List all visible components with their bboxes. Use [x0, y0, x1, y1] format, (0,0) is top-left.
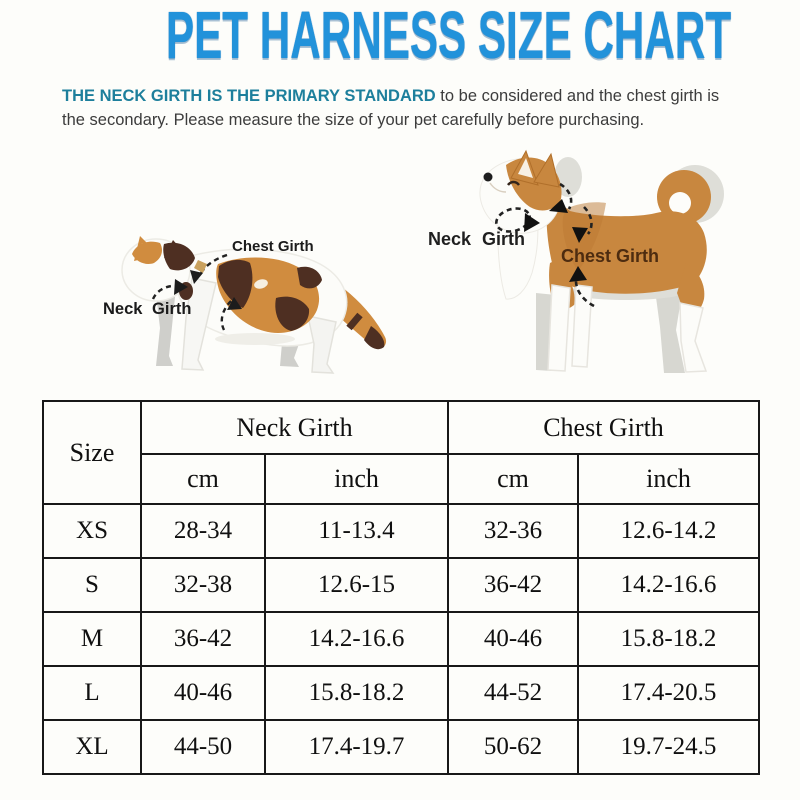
neck-cm-cell: 40-46 — [140, 665, 266, 721]
title-row: PET HARNESS SIZE CHART — [0, 0, 800, 73]
dog-chest-girth-label: Chest Girth — [561, 246, 659, 266]
dog-neck-girth-label: Neck Girth — [428, 229, 525, 249]
chest-girth-group-header: Chest Girth — [446, 400, 761, 455]
intro-highlight: THE NECK GIRTH IS THE PRIMARY STANDARD — [62, 87, 436, 105]
cat-neck-arrowhead — [174, 279, 188, 295]
neck-inch-cell: 15.8-18.2 — [264, 665, 449, 721]
neck-girth-group-header: Neck Girth — [140, 400, 449, 455]
dog-bottom-arrowhead — [569, 266, 587, 282]
cat-back-patch-brown-bottom — [275, 296, 310, 331]
neck-inch-cell: 14.2-16.6 — [264, 611, 449, 667]
cat-head-patch-orange — [132, 241, 162, 264]
size-column-header: Size — [42, 400, 142, 505]
dog-front-leg-2 — [571, 284, 593, 368]
cat-far-front-leg — [156, 294, 175, 366]
cat-neck-measure-arrow — [151, 284, 178, 300]
cat-belly-shading — [215, 333, 295, 345]
dog-eye — [507, 180, 520, 186]
intro-line1: THE NECK GIRTH IS THE PRIMARY STANDARD t… — [62, 84, 719, 108]
dog-far-hind-leg — [653, 275, 685, 373]
cat-tail-tip — [364, 326, 385, 350]
dog-mid-arrowhead — [572, 227, 588, 243]
cat-head-patch-brown — [163, 242, 195, 271]
chest-inch-cell: 17.4-20.5 — [576, 665, 761, 721]
table-row-l: L 40-46 15.8-18.2 44-52 17.4-20.5 — [42, 665, 761, 721]
cat-chest-arrowhead-bottom — [227, 297, 242, 310]
chest-inch-cell: 19.7-24.5 — [576, 719, 761, 775]
size-cell: L — [42, 665, 142, 721]
dog-ear-inner — [518, 158, 533, 178]
chest-cm-header: cm — [447, 453, 579, 505]
table-units-row: cm inch cm inch — [43, 453, 761, 505]
size-table: Size Neck Girth Chest Girth cm inch cm i… — [42, 400, 761, 775]
size-cell: XS — [42, 503, 142, 559]
table-header-row: Size Neck Girth Chest Girth — [42, 400, 761, 505]
cat-illustration: Chest Girth Neck Girth — [103, 236, 387, 374]
size-cell: XL — [42, 719, 142, 775]
chest-cm-cell: 40-46 — [447, 611, 579, 667]
dog-neck-arrowhead — [524, 213, 540, 232]
cat-neck-girth-label: Neck Girth — [103, 300, 191, 318]
neck-cm-cell: 32-38 — [140, 557, 266, 613]
chest-cm-cell: 50-62 — [447, 719, 579, 775]
cat-back-patch-brown-left — [218, 259, 253, 308]
size-cell: S — [42, 557, 142, 613]
cat-chest-arrowhead-top — [190, 270, 203, 284]
intro-text: THE NECK GIRTH IS THE PRIMARY STANDARD t… — [62, 84, 719, 132]
table-row-xs: XS 28-34 11-13.4 32-36 12.6-14.2 — [42, 503, 761, 559]
neck-cm-cell: 36-42 — [140, 611, 266, 667]
size-cell: M — [42, 611, 142, 667]
cat-harness-marker — [194, 260, 207, 273]
dog-mouth — [489, 182, 507, 193]
neck-cm-header: cm — [140, 453, 266, 505]
dog-front-leg-1 — [547, 284, 571, 372]
dog-withers-arrowhead — [549, 199, 568, 213]
cat-chest-girth-label: Chest Girth — [232, 238, 314, 255]
chest-inch-cell: 12.6-14.2 — [576, 503, 761, 559]
cat-near-hind-leg — [307, 315, 337, 374]
neck-inch-cell: 12.6-15 — [264, 557, 449, 613]
dog-shoulder-shading — [562, 202, 606, 271]
cat-back-patch-brown-top — [297, 266, 322, 289]
cat-back-patch-spot — [254, 279, 268, 289]
dog-neck-measure-loop — [495, 207, 531, 233]
cat-near-front-leg — [181, 277, 217, 371]
page-title: PET HARNESS SIZE CHART — [165, 0, 732, 73]
dog-tail-hole — [669, 192, 691, 214]
table-row-m: M 36-42 14.2-16.6 40-46 15.8-18.2 — [42, 611, 761, 667]
neck-cm-cell: 44-50 — [140, 719, 266, 775]
dog-illustration: Neck Girth Chest Girth — [428, 149, 724, 373]
chest-inch-header: inch — [576, 453, 761, 505]
dog-hind-leg — [679, 302, 708, 373]
neck-inch-cell: 11-13.4 — [264, 503, 449, 559]
intro-line1-rest: to be considered and the chest girth is — [435, 87, 720, 105]
neck-inch-header: inch — [264, 453, 449, 505]
chest-inch-cell: 14.2-16.6 — [576, 557, 761, 613]
neck-cm-cell: 28-34 — [140, 503, 266, 559]
chest-cm-cell: 32-36 — [447, 503, 579, 559]
table-row-xl: XL 44-50 17.4-19.7 50-62 19.7-24.5 — [42, 719, 761, 775]
dog-ear-back — [533, 152, 560, 188]
chest-cm-cell: 44-52 — [447, 665, 579, 721]
neck-inch-cell: 17.4-19.7 — [264, 719, 449, 775]
chest-inch-cell: 15.8-18.2 — [576, 611, 761, 667]
dog-nose — [483, 172, 493, 182]
intro-line2: the secondary. Please measure the size o… — [62, 111, 645, 129]
chest-cm-cell: 36-42 — [447, 557, 579, 613]
table-row-s: S 32-38 12.6-15 36-42 14.2-16.6 — [42, 557, 761, 613]
